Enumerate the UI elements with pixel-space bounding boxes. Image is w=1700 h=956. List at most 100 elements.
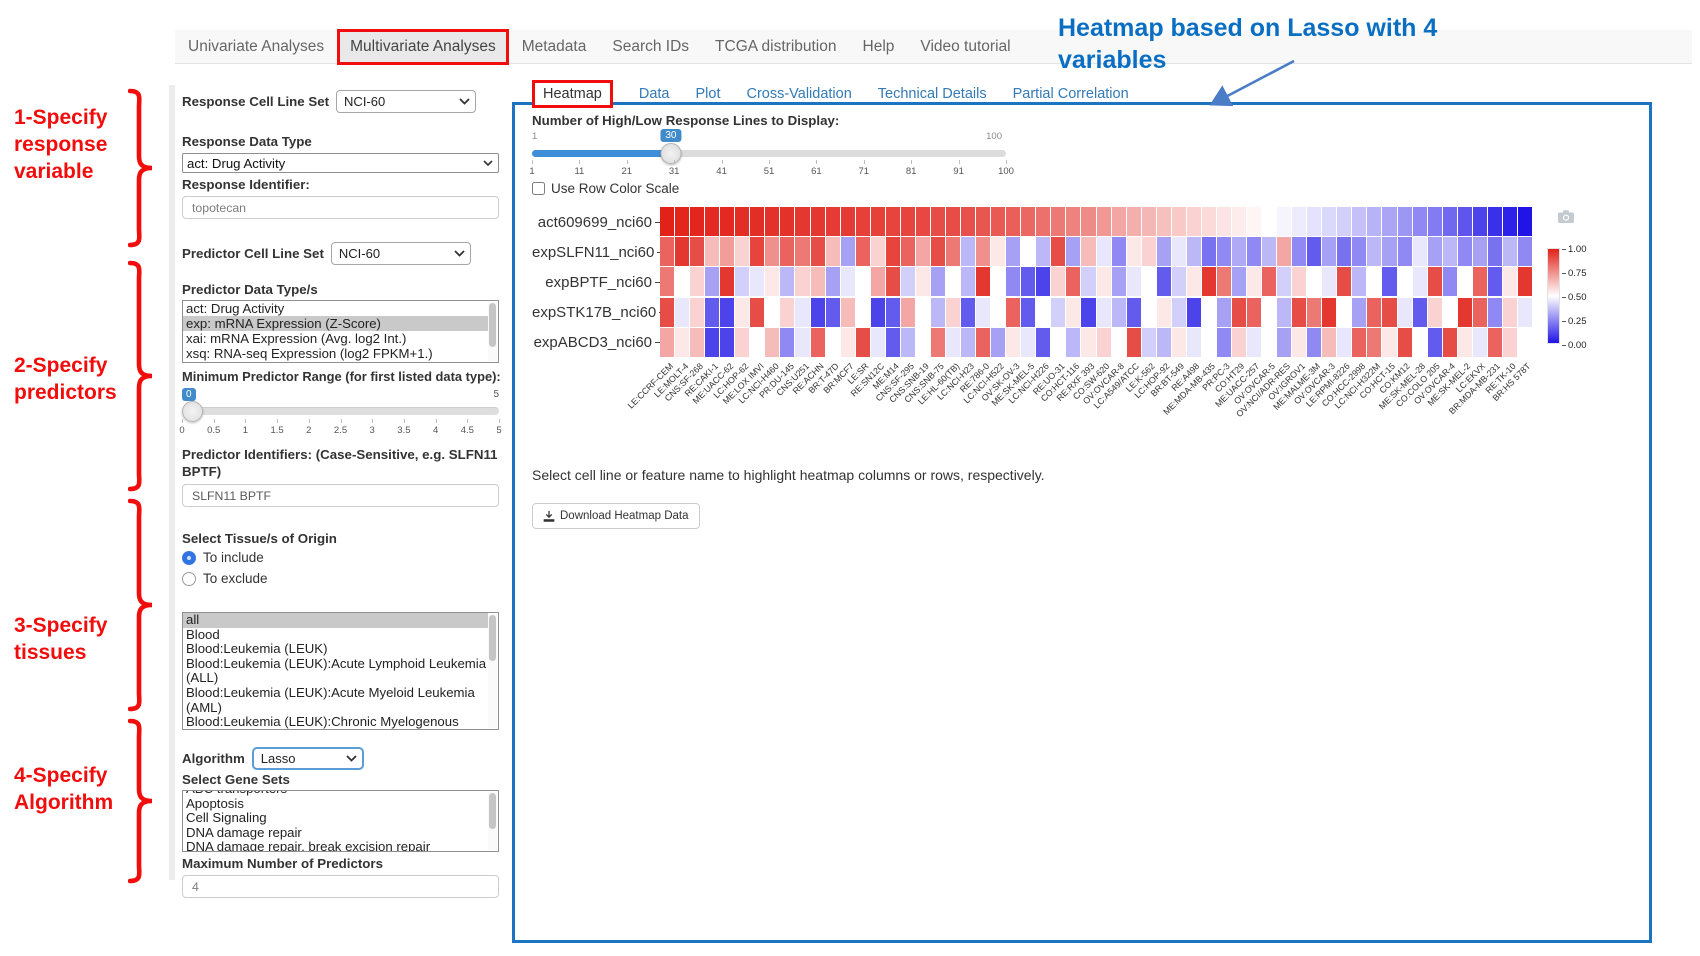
response-cell-line-set-select[interactable]: NCI-60 [336, 90, 477, 113]
heatmap-cell [1036, 267, 1051, 297]
slider-tick-label: 100 [998, 166, 1014, 177]
colorbar-tick-label: 0.00 [1568, 340, 1587, 351]
heatmap-cell [750, 297, 765, 327]
tissue-list[interactable]: all Blood Blood:Leukemia (LEUK) Blood:Leuke… [182, 612, 499, 730]
heatmap-cell [1231, 267, 1247, 297]
slider-tick-label: 1 [242, 425, 249, 436]
heatmap-row-label[interactable]: expABCD3_nci60 [532, 327, 660, 357]
heatmap-row-label[interactable]: expBPTF_nci60 [532, 267, 660, 297]
scrollbar[interactable] [488, 614, 497, 728]
tissue-radio-to-exclude[interactable]: To exclude [182, 571, 499, 586]
camera-icon[interactable] [1557, 209, 1575, 224]
predictor-cell-line-set-select[interactable]: NCI-60 [330, 242, 471, 265]
slider-tick-mark [213, 419, 215, 423]
slider-tick-mark [372, 419, 374, 423]
heatmap-plot[interactable]: act609699_nci60 expSLFN11_nci60 expBPTF_nc… [532, 207, 1532, 449]
heatmap-cell [750, 267, 765, 297]
slider-tick-mark [911, 160, 913, 164]
list-option[interactable]: Blood:Leukemia (LEUK):Chronic Myelogenou… [186, 714, 459, 730]
max-predictors-input[interactable]: 4 [182, 875, 499, 898]
heatmap-row-label[interactable]: expSTK17B_nci60 [532, 297, 660, 327]
predictor-data-type-list[interactable]: act: Drug Activity exp: mRNA Expression (… [182, 300, 499, 363]
list-option[interactable]: xai: mRNA Expression (Avg. log2 Int.) [186, 331, 407, 346]
heatmap-cell [945, 267, 961, 297]
nav-item-search-ids[interactable]: Search IDs [612, 37, 690, 55]
heatmap-cell [1427, 207, 1442, 236]
heatmap-cell [1382, 237, 1397, 267]
heatmap-cell [1262, 237, 1277, 267]
slider-tick-label: 51 [763, 166, 775, 177]
download-heatmap-data-button[interactable]: Download Heatmap Data [532, 503, 700, 529]
algorithm-select[interactable]: Lasso [251, 747, 364, 770]
list-option[interactable]: Blood [186, 626, 220, 642]
gene-sets-list[interactable]: ABC transportersApoptosisCell SignalingD… [182, 790, 499, 852]
tab-cross-validation[interactable]: Cross-Validation [746, 86, 852, 102]
heatmap-cell [1231, 207, 1247, 236]
slider-ticks: 1 11 21 31 41 51 61 71 81 91 100 [529, 160, 1014, 178]
heatmap-cell [1111, 267, 1126, 297]
tab-plot[interactable]: Plot [695, 86, 721, 102]
heatmap-cell [1051, 267, 1066, 297]
list-option[interactable]: DNA damage repair [186, 824, 302, 840]
nav-item-univariate-analyses[interactable]: Univariate Analyses [188, 37, 325, 55]
heatmap-row-label[interactable]: act609699_nci60 [532, 207, 660, 237]
tab-heatmap[interactable]: Heatmap [532, 80, 613, 108]
list-option[interactable]: ABC transporters [186, 791, 488, 797]
heatmap-cell [945, 237, 961, 267]
response-identifier-input[interactable]: topotecan [182, 196, 499, 219]
heatmap-cell [976, 237, 991, 267]
min-predictor-range-slider[interactable]: 0 5 0 0.5 1 1.5 2 2.5 3 3.5 4 4.5 5 [179, 388, 502, 438]
list-option[interactable]: Apoptosis [186, 795, 244, 811]
heatmap-row-label[interactable]: expSLFN11_nci60 [532, 237, 660, 267]
list-option[interactable]: exp: mRNA Expression (Z-Score) [183, 316, 488, 331]
list-option[interactable]: xsq: RNA-seq Expression (log2 FPKM+1.) [186, 346, 433, 361]
list-option[interactable]: Blood:Leukemia (LEUK) [186, 641, 328, 657]
list-option[interactable]: Cell Signaling [186, 810, 267, 826]
slider-track[interactable] [532, 150, 1006, 157]
list-option[interactable]: Blood:Leukemia (LEUK):Acute Myeloid Leuk… [186, 684, 475, 715]
heatmap-cell [855, 327, 870, 357]
heatmap-cell [870, 237, 885, 267]
chevron-down-icon [346, 755, 357, 762]
row-color-scale-option[interactable]: Use Row Color Scale [532, 181, 679, 196]
heatmap-cell [855, 207, 870, 236]
scrollbar[interactable] [488, 792, 497, 850]
row-color-scale-checkbox[interactable] [532, 182, 545, 195]
tab-data[interactable]: Data [638, 86, 670, 102]
nav-item-tcga-distribution[interactable]: TCGA distribution [715, 37, 837, 55]
heatmap-cell [870, 327, 885, 357]
response-data-type-select[interactable]: act: Drug Activity [182, 153, 499, 173]
slider-tick-label: 3 [369, 425, 375, 436]
nav-item-multivariate-analyses[interactable]: Multivariate Analyses [337, 28, 509, 65]
slider-track[interactable] [182, 407, 499, 415]
heatmap-cell [1457, 327, 1472, 357]
radio-button[interactable] [182, 550, 196, 565]
list-option[interactable]: act: Drug Activity [186, 301, 285, 316]
scrollbar[interactable] [488, 302, 497, 361]
nav-item-video-tutorial[interactable]: Video tutorial [920, 37, 1011, 55]
heatmap-cell [825, 237, 840, 267]
nav-item-metadata[interactable]: Metadata [521, 37, 587, 55]
slider-handle[interactable] [182, 401, 203, 422]
nav-item-help[interactable]: Help [862, 37, 895, 55]
predictor-identifiers-input[interactable]: SLFN11 BPTF [182, 484, 499, 507]
slider-tick-label: 41 [716, 166, 727, 177]
colorbar-tick: 1.00 [1562, 244, 1587, 255]
heatmap-cell [1186, 207, 1201, 236]
heatmap-cell [660, 327, 675, 357]
heatmap-column-labels: LE:CCRF-CEM LE:MOLT-4 CNS:SF-268 RE:CAKI-1 M… [626, 357, 1533, 449]
list-option[interactable]: all [183, 613, 488, 628]
curly-brace-3 [128, 498, 153, 712]
response-lines-slider[interactable]: 1 100 30 1 11 21 31 41 51 61 71 81 91 100 [529, 129, 1014, 179]
step-annotation-1: 1-Specify response variable [14, 104, 132, 185]
list-option[interactable]: Blood:Leukemia (LEUK):Acute Lymphoid Leu… [186, 655, 487, 686]
radio-button[interactable] [182, 571, 196, 586]
tab-technical-details[interactable]: Technical Details [877, 86, 987, 102]
heatmap-cell [720, 237, 735, 267]
heatmap-grid[interactable] [660, 207, 1532, 357]
heatmap-colorbar [1547, 248, 1560, 344]
tissue-radio-to-include[interactable]: To include [182, 550, 499, 565]
tab-partial-correlation[interactable]: Partial Correlation [1012, 86, 1129, 102]
slider-handle[interactable] [660, 143, 682, 164]
list-option[interactable]: DNA damage repair, break excision repair [186, 839, 431, 852]
